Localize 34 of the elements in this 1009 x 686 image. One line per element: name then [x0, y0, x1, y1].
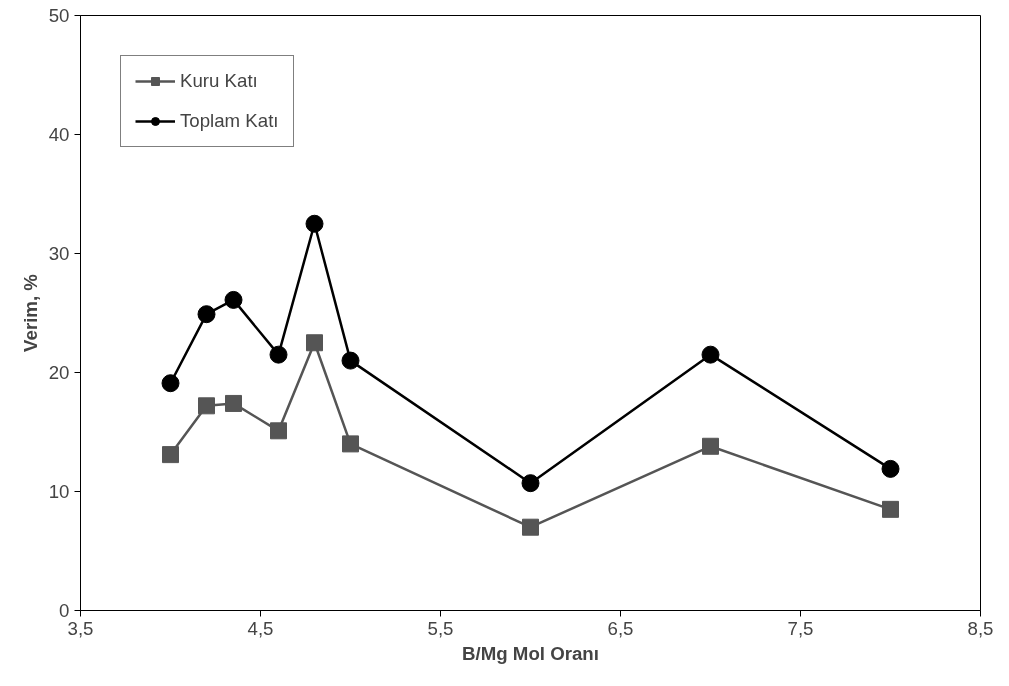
x-axis-title: B/Mg Mol Oranı [462, 642, 599, 664]
y-tick-label: 50 [48, 5, 70, 26]
y-tick-label: 10 [48, 481, 70, 502]
point [521, 474, 540, 493]
y-tick-label: 20 [48, 362, 70, 383]
point [225, 394, 242, 412]
point [306, 334, 323, 352]
x-tick-label: 4,5 [247, 617, 274, 639]
y-axis-title: Verim, % [19, 273, 41, 352]
point [522, 518, 539, 536]
x-tick-label: 7,5 [787, 617, 814, 639]
legend-label: Kuru Katı [180, 70, 258, 92]
point [270, 422, 287, 440]
x-tick-label: 5,5 [427, 617, 454, 639]
legend-label: Toplam Katı [180, 110, 279, 132]
point [882, 500, 899, 518]
point [341, 351, 360, 370]
point [224, 290, 243, 309]
x-tick-label: 6,5 [607, 617, 634, 639]
point [269, 345, 288, 364]
x-tick-label: 8,5 [967, 617, 994, 639]
point [701, 345, 720, 364]
y-tick-label: 30 [48, 243, 70, 264]
point [342, 435, 359, 453]
point [305, 214, 324, 233]
point [702, 437, 719, 455]
x-tick-label: 3,5 [67, 617, 94, 639]
point [198, 397, 215, 415]
point [881, 459, 900, 478]
y-tick-label: 0 [59, 600, 70, 621]
point [161, 374, 180, 393]
point [162, 446, 179, 464]
point [197, 305, 216, 324]
y-tick-label: 40 [48, 124, 70, 145]
